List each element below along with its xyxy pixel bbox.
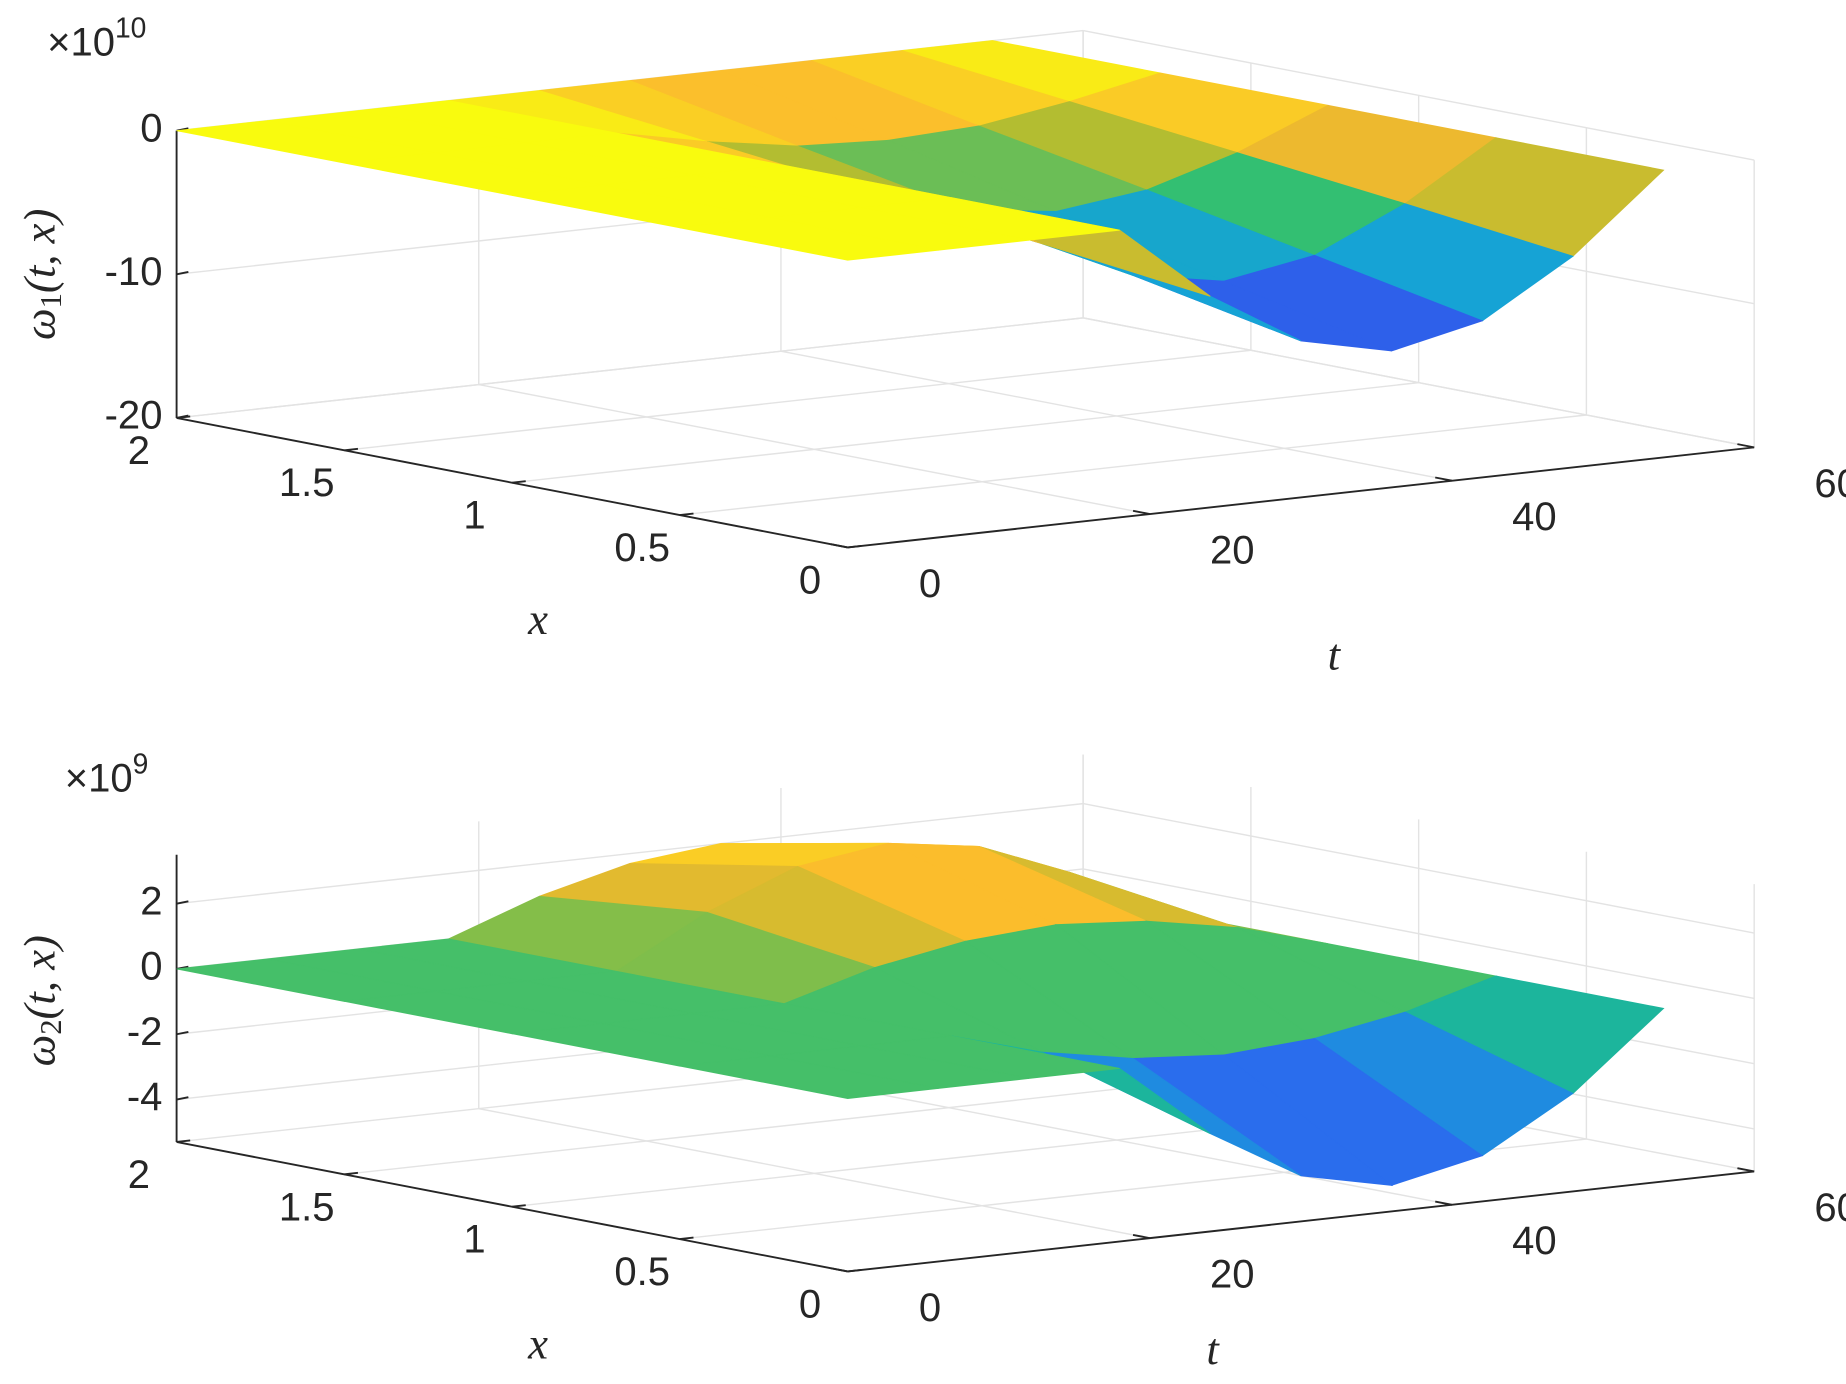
z-multiplier-base: ×10 [65,756,133,800]
z-tick [176,414,189,419]
t-axis-label: t [1206,1324,1220,1374]
t-tick-label: 0 [919,1286,941,1330]
z-multiplier-base: ×10 [47,20,115,64]
z-tick [176,1030,189,1036]
grid-line [176,317,1084,419]
t-tick [830,1267,848,1273]
t-tick-label: 40 [1512,495,1557,539]
z-multiplier: ×109 [65,748,149,800]
x-tick-label: 1.5 [279,1185,335,1229]
grid-line [344,349,1251,452]
t-tick-label: 40 [1512,1219,1557,1263]
t-tick [1435,1200,1453,1206]
t-tick [1737,443,1755,449]
t-tick-label: 60 [1814,462,1846,506]
x-tick [512,1204,526,1208]
t-axis [847,446,1755,549]
z-label-symbol: ω [15,308,65,340]
x-tick-label: 0 [799,558,821,602]
z-tick-label: 2 [140,879,162,923]
x-tick [344,1171,359,1176]
z-label-args: (t, x) [15,935,65,1019]
t-tick [1132,509,1151,516]
z-tick [176,271,189,276]
grid-line [679,414,1587,516]
grid-line [512,381,1419,484]
z-tick [176,900,189,905]
x-tick-label: 0 [799,1282,821,1326]
x-axis-label: x [527,594,548,644]
grid-line [344,1073,1251,1176]
z-tick-label: -20 [105,394,163,438]
z-tick-label: -10 [105,250,163,294]
x-axis-label: x [527,1318,548,1368]
t-tick [830,543,848,549]
t-axis-label: t [1328,630,1342,680]
t-tick-label: 20 [1210,1253,1255,1297]
x-tick [679,512,694,517]
grid-line [1082,29,1755,161]
z-tick-label: 0 [140,945,162,989]
x-tick-label: 2 [128,1153,150,1197]
x-tick-label: 0.5 [614,526,670,570]
grid-line [1082,802,1755,934]
surface-patch [679,1055,939,1099]
z-label-args: (t, x) [15,209,65,293]
surface [176,842,1665,1186]
x-tick-label: 0.5 [614,1250,670,1294]
x-tick [847,1269,862,1273]
z-axis-label: ω1(t, x) [15,209,68,340]
grid-line [1082,317,1755,449]
t-tick [1435,476,1453,482]
x-tick [847,545,862,549]
z-tick-label: 0 [140,106,162,150]
surface [176,40,1665,352]
t-axis [847,1170,1755,1273]
z-multiplier: ×1010 [47,12,146,64]
t-tick-label: 60 [1814,1186,1846,1230]
z-label-symbol: ω [15,1035,65,1067]
z-tick-label: -4 [127,1075,163,1119]
z-label-subscript: 2 [34,1019,68,1034]
x-tick [176,1139,191,1143]
z-label-subscript: 1 [34,293,68,308]
x-tick [512,480,526,484]
z-tick [176,1096,189,1101]
t-tick-label: 20 [1210,529,1255,573]
grid-line [1082,868,1755,1000]
x-tick-label: 2 [128,429,150,473]
x-tick [679,1236,694,1241]
x-tick-label: 1 [463,494,485,538]
t-tick [1132,1233,1151,1240]
z-multiplier-exponent: 10 [115,12,146,44]
grid-line [176,802,1084,905]
z-axis-label: ω2(t, x) [15,935,68,1066]
surface-patch [679,217,939,261]
x-tick [344,447,359,452]
x-tick-label: 1 [463,1218,485,1262]
z-multiplier-exponent: 9 [133,748,149,780]
t-tick-label: 0 [919,562,941,606]
x-tick-label: 1.5 [279,461,335,505]
z-tick-label: -2 [127,1010,163,1054]
t-tick [1737,1167,1755,1173]
